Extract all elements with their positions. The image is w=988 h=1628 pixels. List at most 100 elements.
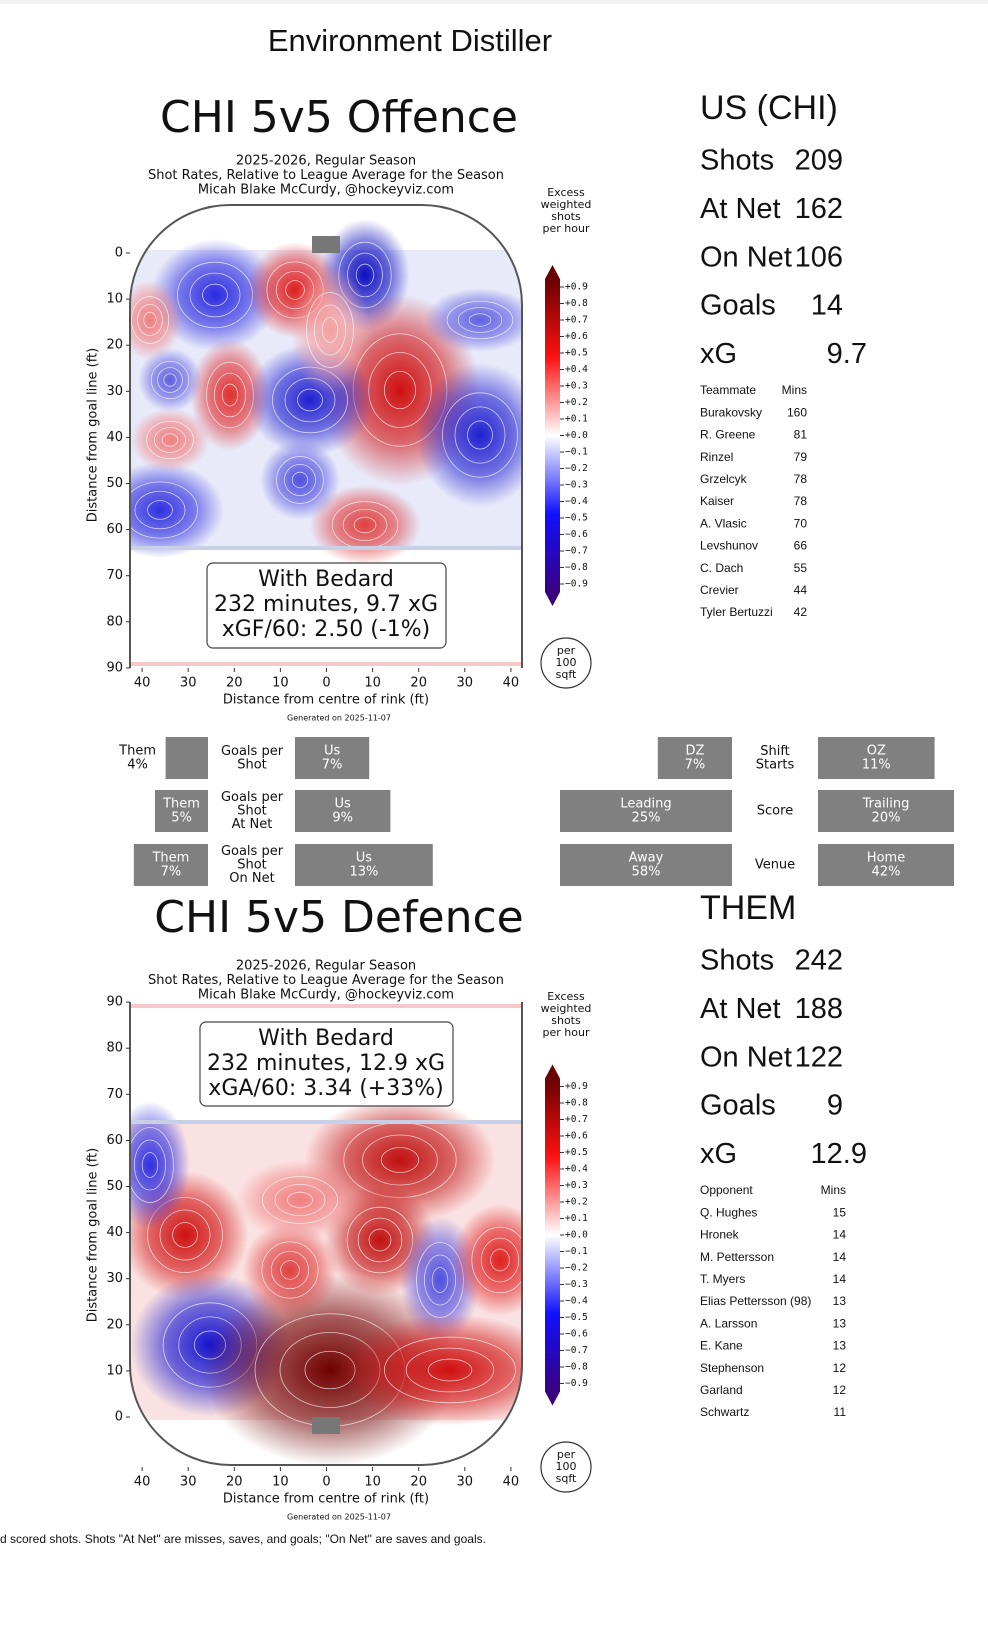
colorbar-tick-label: +0.6 bbox=[565, 1131, 588, 1142]
colorbar-tick-label: −0.9 bbox=[565, 1378, 588, 1389]
colorbar-tick-label: +0.7 bbox=[565, 1114, 588, 1125]
bar bbox=[133, 844, 208, 886]
heat-blob bbox=[190, 339, 270, 451]
subtitle: Micah Blake McCurdy, @hockeyviz.com bbox=[198, 183, 454, 198]
subtitle: Shot Rates, Relative to League Average f… bbox=[148, 168, 504, 183]
x-tick-label: 30 bbox=[457, 1475, 474, 1490]
player-mins: 11 bbox=[834, 1405, 847, 1419]
contour bbox=[287, 1191, 313, 1209]
annotation-line: 232 minutes, 9.7 xG bbox=[214, 592, 438, 617]
stat-label: Goals bbox=[700, 290, 776, 322]
colorbar-tick-label: −0.6 bbox=[565, 1329, 588, 1340]
player-mins: 79 bbox=[794, 450, 808, 464]
player-name: C. Dach bbox=[700, 561, 743, 575]
colorbar bbox=[545, 279, 560, 592]
player-name: Hronek bbox=[700, 1228, 740, 1242]
bar-name: OZ bbox=[867, 744, 886, 759]
contour bbox=[189, 272, 241, 318]
chart-title: CHI 5v5 Defence bbox=[154, 892, 523, 943]
contour bbox=[357, 1217, 403, 1263]
chart-title: CHI 5v5 Offence bbox=[160, 92, 518, 143]
heat-blob bbox=[416, 363, 522, 507]
y-tick-label: 10 bbox=[106, 1363, 123, 1378]
player-name: Levshunov bbox=[700, 539, 758, 553]
colorbar-tick-label: +0.0 bbox=[565, 430, 588, 441]
colorbar-cap bbox=[545, 265, 560, 279]
contour bbox=[261, 1241, 319, 1299]
colorbar-tick-label: +0.5 bbox=[565, 348, 588, 359]
row-label: Venue bbox=[755, 858, 795, 873]
colorbar-tick-label: +0.8 bbox=[565, 298, 588, 309]
colorbar-tick-label: −0.4 bbox=[565, 1296, 588, 1307]
heat-blob bbox=[260, 440, 340, 520]
colorbar-title: Excess bbox=[547, 186, 585, 199]
stat-value: 188 bbox=[795, 993, 843, 1025]
contour bbox=[221, 383, 239, 407]
player-name: A. Larsson bbox=[700, 1316, 757, 1330]
heat-blob bbox=[130, 408, 210, 472]
x-tick-label: 30 bbox=[180, 676, 197, 691]
y-tick-label: 10 bbox=[106, 292, 123, 307]
x-tick-label: 10 bbox=[364, 676, 381, 691]
row-label: Shift bbox=[760, 744, 790, 759]
colorbar-tick-label: +0.9 bbox=[565, 282, 588, 293]
subtitle: 2025-2026, Regular Season bbox=[236, 154, 416, 169]
bar-name: Them bbox=[162, 797, 200, 812]
stat-label: xG bbox=[700, 1138, 737, 1170]
heat-blob bbox=[290, 266, 370, 394]
contour bbox=[262, 1176, 338, 1224]
annotation-line: 232 minutes, 12.9 xG bbox=[207, 1051, 445, 1076]
table-header: Opponent bbox=[700, 1183, 753, 1197]
x-tick-label: 20 bbox=[226, 676, 243, 691]
player-name: Garland bbox=[700, 1383, 743, 1397]
unit-badge-text: sqft bbox=[556, 1472, 577, 1485]
player-mins: 14 bbox=[833, 1250, 847, 1264]
player-mins: 160 bbox=[787, 405, 807, 419]
page-title: Environment Distiller bbox=[268, 23, 552, 58]
colorbar-tick-label: −0.1 bbox=[565, 447, 588, 458]
x-tick-label: 20 bbox=[226, 1475, 243, 1490]
contour bbox=[321, 317, 339, 343]
contour bbox=[161, 433, 179, 447]
bar bbox=[818, 737, 935, 779]
contour bbox=[276, 456, 324, 504]
colorbar-tick-label: −0.1 bbox=[565, 1246, 588, 1257]
heat-blob bbox=[338, 1314, 522, 1426]
stat-value: 9.7 bbox=[827, 338, 867, 370]
contour bbox=[274, 1183, 326, 1217]
unit-badge bbox=[540, 637, 592, 689]
colorbar-title: shots bbox=[551, 1014, 581, 1027]
colorbar-tick-label: +0.2 bbox=[565, 1197, 588, 1208]
contour bbox=[353, 516, 377, 534]
x-tick-label: 40 bbox=[134, 676, 151, 691]
stat-value: 122 bbox=[795, 1041, 843, 1073]
generated-note: Generated on 2025-11-07 bbox=[287, 1513, 391, 1522]
unit-badge-text: per bbox=[557, 1448, 576, 1461]
bar bbox=[818, 844, 954, 886]
contour bbox=[130, 1127, 174, 1203]
goal bbox=[312, 1417, 340, 1434]
bar-name: Them bbox=[151, 851, 189, 866]
contour bbox=[368, 1228, 392, 1252]
bar bbox=[295, 790, 391, 832]
bar-value-label: 4% bbox=[127, 758, 148, 773]
stat-label: xG bbox=[700, 338, 737, 370]
x-tick-label: 20 bbox=[410, 676, 427, 691]
generated-note: Generated on 2025-11-07 bbox=[287, 714, 391, 723]
subtitle: Micah Blake McCurdy, @hockeyviz.com bbox=[198, 988, 454, 1003]
bar bbox=[295, 737, 370, 779]
row-label: Starts bbox=[756, 757, 795, 772]
colorbar-tick-label: −0.8 bbox=[565, 562, 588, 573]
contour bbox=[150, 360, 190, 400]
y-axis-label: Distance from goal line (ft) bbox=[86, 348, 101, 522]
contour bbox=[383, 1336, 517, 1404]
stat-value: 242 bbox=[795, 945, 843, 977]
player-mins: 14 bbox=[833, 1272, 847, 1286]
y-tick-label: 50 bbox=[106, 1179, 123, 1194]
contour bbox=[283, 463, 317, 497]
player-name: R. Greene bbox=[700, 428, 756, 442]
x-tick-label: 0 bbox=[322, 1475, 330, 1490]
bar-name: Away bbox=[629, 851, 664, 866]
rink-boards bbox=[129, 1002, 523, 1466]
